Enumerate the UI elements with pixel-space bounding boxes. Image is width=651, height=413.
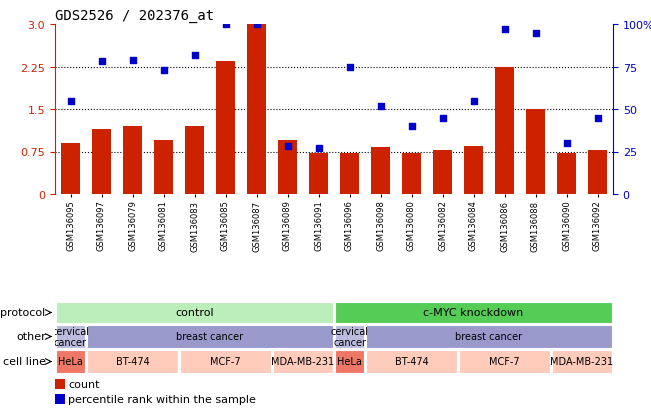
Text: MCF-7: MCF-7 — [210, 357, 241, 367]
Bar — [87, 350, 178, 373]
Bar — [340, 154, 359, 195]
Bar — [278, 141, 297, 195]
Bar — [366, 350, 458, 373]
Bar — [180, 350, 271, 373]
Point — [531, 30, 541, 37]
Text: other: other — [16, 332, 46, 342]
Text: GDS2526 / 202376_at: GDS2526 / 202376_at — [55, 9, 214, 23]
Point — [128, 57, 138, 64]
Text: HeLa: HeLa — [58, 357, 83, 367]
Bar — [154, 141, 173, 195]
Text: cervical
cancer: cervical cancer — [51, 326, 89, 347]
Text: HeLa: HeLa — [337, 357, 362, 367]
Bar — [216, 62, 235, 195]
Bar — [526, 110, 545, 195]
Point — [561, 140, 572, 147]
Point — [65, 98, 76, 104]
Bar — [55, 325, 85, 348]
Text: MCF-7: MCF-7 — [489, 357, 519, 367]
Point — [344, 64, 355, 71]
Point — [375, 103, 385, 109]
Point — [437, 115, 448, 121]
Point — [158, 67, 169, 74]
Bar — [458, 350, 550, 373]
Bar — [123, 127, 142, 195]
Text: protocol: protocol — [1, 308, 46, 318]
Text: percentile rank within the sample: percentile rank within the sample — [68, 394, 256, 404]
Point — [468, 98, 478, 104]
Point — [220, 21, 230, 28]
Text: breast cancer: breast cancer — [456, 332, 523, 342]
Text: c-MYC knockdown: c-MYC knockdown — [423, 308, 523, 318]
Point — [406, 123, 417, 130]
Point — [499, 27, 510, 33]
Bar — [92, 130, 111, 195]
Point — [96, 59, 107, 66]
Bar — [335, 325, 365, 348]
Bar — [433, 150, 452, 195]
Bar — [464, 147, 483, 195]
Bar — [185, 127, 204, 195]
Point — [313, 145, 324, 152]
Bar — [335, 302, 613, 323]
Bar — [247, 25, 266, 195]
Text: BT-474: BT-474 — [395, 357, 428, 367]
Bar — [55, 302, 333, 323]
Bar — [273, 350, 333, 373]
Text: cervical
cancer: cervical cancer — [331, 326, 368, 347]
Text: MDA-MB-231: MDA-MB-231 — [271, 357, 335, 367]
Text: breast cancer: breast cancer — [176, 332, 243, 342]
Bar — [402, 154, 421, 195]
Point — [189, 52, 200, 59]
Bar — [309, 154, 328, 195]
Bar — [55, 350, 85, 373]
Bar — [87, 325, 333, 348]
Bar — [551, 350, 613, 373]
Bar — [371, 147, 390, 195]
Bar — [366, 325, 613, 348]
Bar — [495, 67, 514, 195]
Bar — [557, 154, 575, 195]
Text: BT-474: BT-474 — [116, 357, 149, 367]
Text: MDA-MB-231: MDA-MB-231 — [551, 357, 613, 367]
Point — [283, 144, 293, 150]
Text: control: control — [175, 308, 214, 318]
Point — [251, 21, 262, 28]
Bar — [589, 150, 607, 195]
Bar — [61, 144, 80, 195]
Bar — [335, 350, 365, 373]
Text: cell line: cell line — [3, 357, 46, 367]
Point — [592, 115, 603, 121]
Text: count: count — [68, 379, 100, 389]
